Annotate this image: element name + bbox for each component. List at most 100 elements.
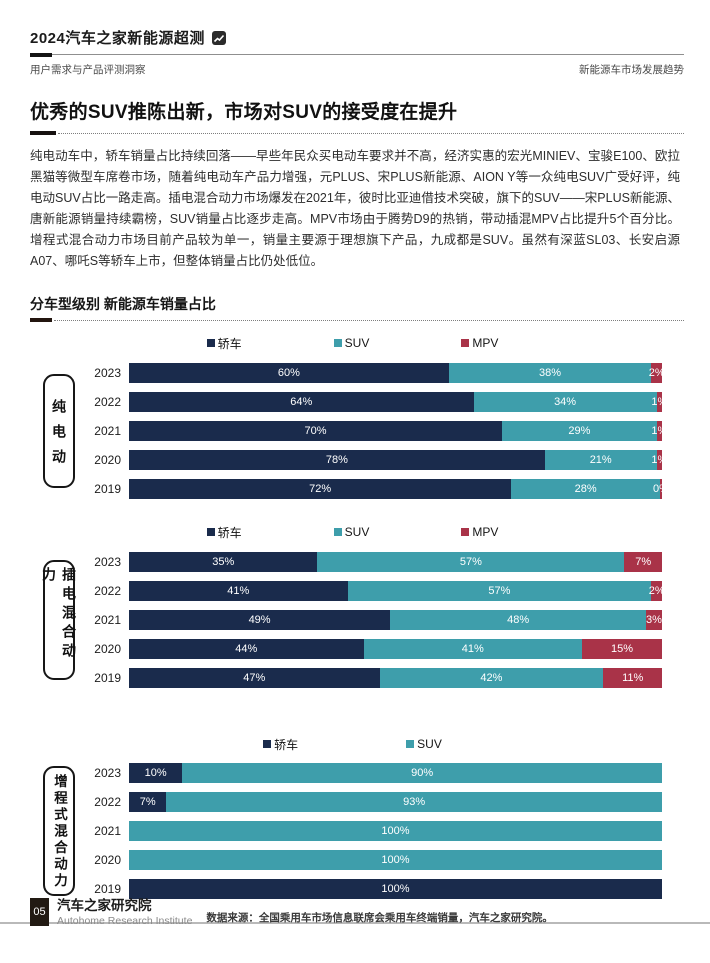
bar-segment-value: 38%	[539, 366, 562, 379]
legend-swatch-sedan-icon	[206, 528, 215, 536]
header-rule	[30, 53, 684, 58]
legend-swatch-sedan-icon	[263, 740, 272, 748]
chart-legend: 轿车 SUV MPV	[43, 335, 662, 351]
stacked-bar: 44% 41% 15%	[129, 638, 662, 659]
bar-segment-suv: 21%	[544, 449, 657, 470]
bar-segment-value: 78%	[325, 453, 348, 466]
header-rule-thick	[30, 53, 52, 57]
legend-swatch-mpv-icon	[461, 339, 470, 347]
bar-segment-value: 100%	[381, 882, 410, 895]
bar-segment-mpv: 1%	[651, 449, 667, 470]
bar-segment-suv: 42%	[379, 667, 604, 688]
bar-segment-value: 41%	[227, 584, 250, 597]
header-subtitles: 用户需求与产品评测洞察 新能源车市场发展趋势	[30, 62, 684, 77]
bar-segment-value: 90%	[411, 766, 434, 779]
bar-row-2019: 2019 72% 28% 0%	[87, 474, 669, 503]
bar-segment-value: 93%	[403, 795, 426, 808]
header-right-subtitle: 新能源车市场发展趋势	[579, 64, 684, 76]
chart-rows: 2023 60% 38% 2% 2022 64% 34% 1% 2021 70% 29% 1% 2020…	[87, 358, 669, 503]
legend-swatch-suv-icon	[333, 339, 342, 347]
chart-legend: 轿车 SUV	[43, 736, 662, 752]
bar-segment-sedan: 78%	[129, 449, 545, 470]
legend-label-mpv: MPV	[472, 525, 499, 539]
rising-line-logo-icon	[211, 30, 226, 45]
bar-segment-mpv: 3%	[646, 609, 662, 630]
legend-item-suv: SUV	[333, 525, 369, 539]
bar-segment-suv: 41%	[363, 638, 583, 659]
bar-segment-value: 11%	[622, 671, 644, 684]
year-label: 2021	[94, 823, 121, 838]
legend-item-mpv: MPV	[461, 525, 498, 539]
bar-segment-suv: 29%	[502, 420, 657, 441]
bar-segment-value: 42%	[480, 671, 503, 684]
bar-segment-value: 29%	[568, 424, 591, 437]
bar-segment-suv: 57%	[317, 551, 625, 572]
bar-segment-value: 1%	[651, 424, 668, 437]
bar-segment-suv: 93%	[166, 791, 662, 812]
bar-row-2023: 2023 60% 38% 2%	[87, 358, 665, 387]
chart-phev: 轿车 SUV MPV 插电混合动力 2023 35% 57% 7% 2022 41% 57% 2%…	[41, 524, 665, 692]
header-left-subtitle: 用户需求与产品评测洞察	[30, 64, 146, 76]
bar-segment-mpv: 2%	[648, 580, 665, 601]
year-label: 2019	[94, 881, 121, 896]
bar-row-2022: 2022 64% 34% 1%	[87, 387, 667, 416]
bar-segment-sedan: 10%	[129, 762, 183, 783]
bar-segment-suv: 100%	[129, 849, 662, 870]
year-label: 2019	[94, 481, 121, 496]
stacked-bar: 7% 93%	[129, 791, 662, 812]
bar-segment-value: 21%	[589, 453, 612, 466]
bar-segment-sedan: 49%	[129, 609, 391, 630]
bar-segment-sedan: 44%	[129, 638, 364, 659]
bar-segment-sedan: 60%	[129, 362, 449, 383]
bar-row-2023: 2023 10% 90%	[87, 758, 662, 787]
year-label: 2020	[94, 852, 121, 867]
bar-segment-sedan: 7%	[129, 791, 167, 812]
chart-body: 增程式混合动力 2023 10% 90% 2022 7% 93% 2021 100% 2020 1…	[43, 758, 662, 903]
page-header: 2024汽车之家新能源超测 用户需求与产品评测洞察 新能源车市场发展趋势	[0, 0, 710, 77]
stacked-bar: 49% 48% 3%	[129, 609, 662, 630]
stacked-bar: 100%	[129, 849, 662, 870]
bar-segment-mpv: 1%	[651, 391, 667, 412]
year-label: 2020	[94, 641, 121, 656]
section-rule	[30, 318, 684, 322]
bar-segment-value: 1%	[651, 395, 668, 408]
bar-segment-mpv: 0%	[653, 478, 669, 499]
stacked-bar: 72% 28% 0%	[129, 478, 669, 499]
section-rule-thick	[30, 318, 52, 322]
year-label: 2022	[94, 583, 121, 598]
legend-label-suv: SUV	[417, 737, 442, 751]
bar-row-2020: 2020 100%	[87, 845, 662, 874]
year-label: 2023	[94, 765, 121, 780]
legend-label-mpv: MPV	[472, 336, 499, 350]
footer-content: 05 汽车之家研究院 Autohome Research Institute 数…	[30, 898, 553, 927]
bar-segment-value: 49%	[248, 613, 271, 626]
bar-segment-value: 35%	[212, 555, 235, 568]
bar-segment-sedan: 70%	[129, 420, 503, 441]
bar-segment-sedan: 72%	[129, 478, 512, 499]
header-rule-thin	[30, 54, 684, 55]
bar-segment-value: 41%	[461, 642, 484, 655]
stacked-bar: 64% 34% 1%	[129, 391, 667, 412]
stacked-bar: 41% 57% 2%	[129, 580, 665, 601]
bar-segment-mpv: 2%	[649, 362, 665, 383]
bar-segment-value: 47%	[243, 671, 266, 684]
bar-segment-value: 72%	[309, 482, 332, 495]
org-name-cn: 汽车之家研究院	[57, 898, 152, 913]
legend-item-mpv: MPV	[461, 336, 498, 350]
bar-segment-value: 2%	[648, 584, 665, 597]
bar-segment-value: 7%	[139, 795, 156, 808]
bar-row-2023: 2023 35% 57% 7%	[87, 547, 662, 576]
year-label: 2020	[94, 452, 121, 467]
year-label: 2023	[94, 365, 121, 380]
bar-segment-value: 70%	[304, 424, 327, 437]
stacked-bar: 100%	[129, 878, 662, 899]
bar-segment-sedan: 35%	[129, 551, 318, 572]
bar-segment-value: 0%	[653, 482, 669, 495]
chart-erev: 轿车 SUV 增程式混合动力 2023 10% 90% 2022 7% 93% 2021 100…	[43, 736, 662, 903]
bar-segment-value: 57%	[459, 555, 482, 568]
stacked-bar: 60% 38% 2%	[129, 362, 665, 383]
bar-segment-value: 34%	[554, 395, 577, 408]
org-name-en: Autohome Research Institute	[57, 914, 193, 927]
chart-rows: 2023 10% 90% 2022 7% 93% 2021 100% 2020 100% 2019 1…	[87, 758, 662, 903]
org-block: 汽车之家研究院 Autohome Research Institute	[57, 898, 192, 927]
